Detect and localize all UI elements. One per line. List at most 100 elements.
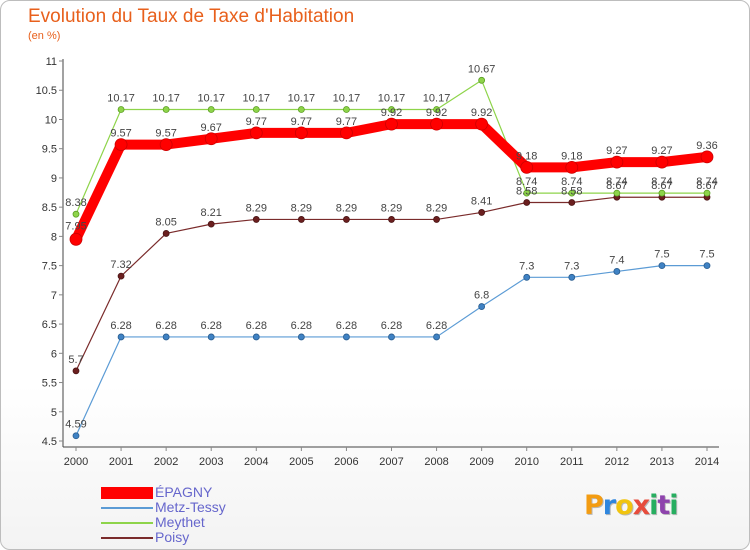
series-metz-tessy [72,262,711,440]
data-label-metz-tessy: 6.28 [201,320,222,332]
y-tick-label: 7 [51,290,57,302]
x-tick-label: 2012 [605,456,629,468]
data-label-meythet: 10.67 [468,63,496,75]
data-point-epagny [655,155,669,169]
series-line-metz-tessy [75,265,708,437]
data-point-metz-tessy [613,268,621,275]
data-label-poisy: 8.29 [246,202,267,214]
data-point-meythet [252,106,260,113]
data-point-meythet [523,189,531,197]
logo-letter: i [649,490,658,521]
x-tick-label: 2003 [199,456,223,468]
y-tick-label: 10 [45,114,57,126]
legend-item-metz-tessy: Metz-Tessy [101,500,301,515]
data-point-metz-tessy [162,333,170,341]
data-label-poisy: 8.29 [336,202,357,214]
legend-item-epagny: ÉPAGNY [101,485,301,500]
data-point-metz-tessy [658,262,666,270]
x-tick-label: 2014 [695,456,719,468]
data-label-epagny: 7.95 [65,220,86,232]
series-layer [69,76,714,440]
y-tick-label: 5 [51,407,57,419]
series-epagny [69,117,714,246]
legend-swatch-meythet [101,522,153,524]
data-label-poisy: 5.7 [68,354,83,366]
data-label-meythet: 10.17 [288,93,316,105]
x-tick-label: 2002 [154,456,178,468]
data-point-meythet [297,106,305,113]
legend-swatch-poisy [101,537,153,539]
data-label-metz-tessy: 6.28 [155,320,176,332]
data-label-epagny: 9.57 [110,128,131,140]
logo-letter: i [669,490,678,521]
legend-swatch-epagny [101,487,153,499]
data-point-metz-tessy [703,262,711,270]
data-point-epagny [520,160,534,174]
data-label-meythet: 10.17 [197,93,225,105]
data-point-epagny [565,160,579,174]
y-tick-label: 4.5 [42,436,57,448]
data-point-poisy [343,216,350,223]
data-point-metz-tessy [252,333,260,341]
data-point-epagny [700,150,714,164]
data-point-meythet [388,106,395,113]
x-tick-label: 2000 [64,456,88,468]
y-tick-label: 6.5 [42,319,57,331]
data-point-epagny [385,117,398,131]
data-point-epagny [69,232,83,246]
data-point-meythet [703,189,711,197]
data-point-metz-tessy [117,333,125,341]
data-point-poisy [162,230,170,237]
data-label-epagny: 9.27 [651,145,672,157]
data-point-epagny [114,138,128,152]
data-label-epagny: 9.92 [381,107,402,119]
data-point-meythet [207,106,215,113]
legend-label-meythet: Meythet [155,514,205,530]
data-label-metz-tessy: 7.5 [654,249,669,261]
legend-label-poisy: Poisy [155,529,190,545]
proxiti-logo: Proxiti [584,490,679,521]
data-label-metz-tessy: 6.28 [336,320,357,332]
x-tick-label: 2004 [244,456,268,468]
data-point-poisy [568,199,576,206]
x-tick-label: 2008 [424,456,448,468]
y-tick-label: 11 [46,56,57,68]
data-point-epagny [610,155,624,169]
data-label-metz-tessy: 4.59 [65,419,86,431]
legend-label-metz-tessy: Metz-Tessy [155,499,226,515]
data-point-metz-tessy [297,333,305,341]
data-label-epagny: 9.18 [561,150,582,162]
data-label-poisy: 7.32 [110,259,131,271]
data-label-meythet: 10.17 [333,93,361,105]
data-label-meythet: 8.38 [65,197,86,209]
data-label-epagny: 9.77 [291,116,312,128]
y-tick-label: 7.5 [42,261,57,273]
y-tick-label: 6 [51,348,57,360]
data-label-poisy: 8.67 [606,180,627,192]
data-point-meythet [658,189,666,197]
data-label-epagny: 9.36 [696,140,717,152]
x-tick-label: 2001 [109,456,133,468]
data-point-meythet [568,189,576,197]
x-tick-label: 2005 [289,456,313,468]
series-meythet [72,76,711,218]
data-point-epagny [204,132,218,146]
data-label-metz-tessy: 7.4 [609,254,624,266]
data-label-poisy: 8.29 [381,202,402,214]
chart-subtitle: (en %) [28,30,61,42]
data-label-meythet: 8.74 [606,176,627,188]
data-label-epagny: 9.57 [155,128,176,140]
data-label-epagny: 9.27 [606,145,627,157]
data-label-meythet: 10.17 [378,93,406,105]
data-point-poisy [117,272,125,280]
data-point-poisy [478,209,486,216]
data-point-metz-tessy [343,333,350,341]
data-label-epagny: 9.92 [426,107,447,119]
x-tick-label: 2013 [650,456,674,468]
y-tick-label: 10.5 [36,85,57,97]
data-point-epagny [294,126,308,140]
data-point-poisy [72,367,80,375]
data-labels: 7.95 9.57 9.57 9.67 9.77 9.77 9.77 9.92 9.92 9.92… [65,63,717,430]
x-tick-label: 2011 [560,456,584,468]
